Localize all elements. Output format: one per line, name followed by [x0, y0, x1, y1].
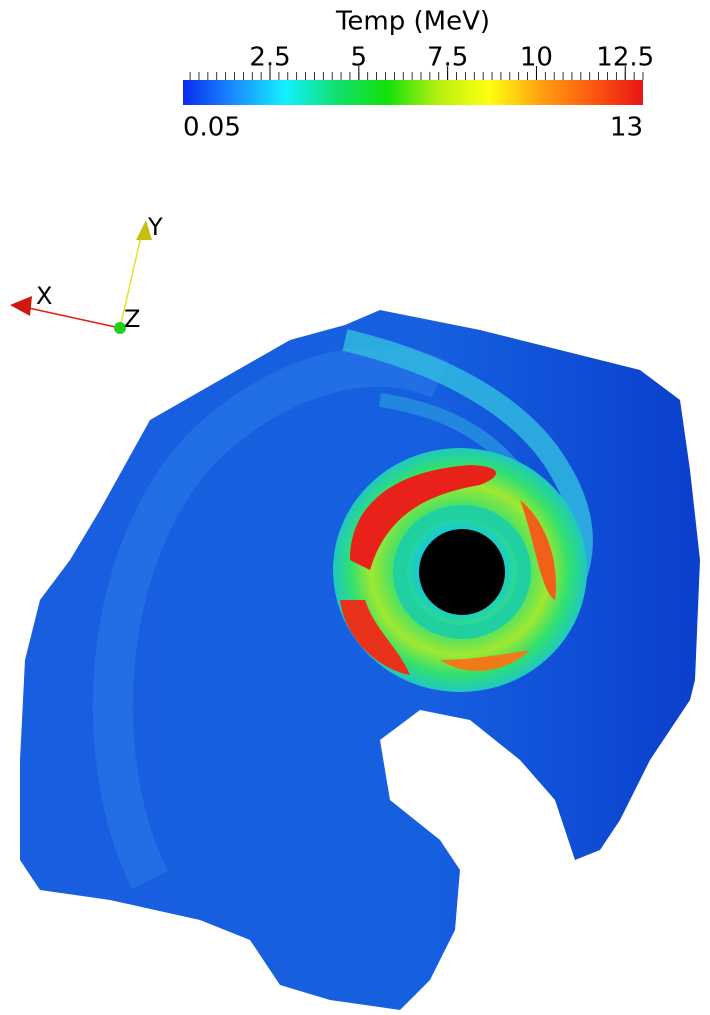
- tick-label: 10: [520, 43, 553, 73]
- z-label: Z: [124, 305, 140, 333]
- black-hole: [419, 529, 505, 615]
- range-max-label: 13: [610, 113, 643, 143]
- colorbar: [183, 80, 643, 105]
- tick-label: 5: [351, 43, 368, 73]
- scene: X Y Z Temp (MeV) 2.5 5 7.5 10 12.5 0.05 13: [0, 0, 710, 1015]
- x-axis: [24, 307, 120, 328]
- x-label: X: [36, 282, 52, 310]
- tick-label: 7.5: [427, 43, 468, 73]
- colorbar-title: Temp (MeV): [335, 7, 490, 37]
- render: [20, 310, 700, 1010]
- tick-label: 2.5: [249, 43, 290, 73]
- axes-triad: X Y Z: [10, 213, 163, 334]
- page: {"colorbar": {"title": "Temp (MeV)", "ra…: [0, 0, 710, 1015]
- x-arrow: [10, 296, 32, 316]
- tick-label: 12.5: [596, 43, 654, 73]
- range-min-label: 0.05: [183, 113, 241, 143]
- y-label: Y: [147, 213, 163, 241]
